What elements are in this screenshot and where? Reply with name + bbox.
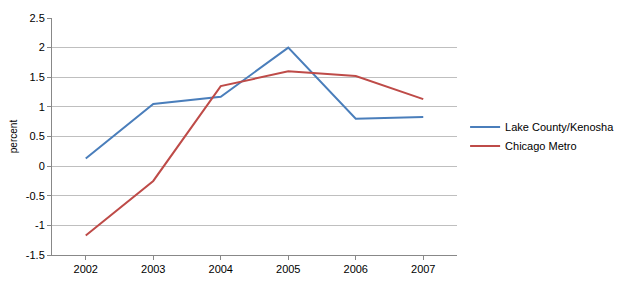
svg-text:percent: percent (8, 120, 19, 154)
svg-text:2003: 2003 (141, 263, 165, 275)
svg-text:0: 0 (39, 160, 45, 172)
svg-text:-1.5: -1.5 (26, 249, 45, 261)
svg-text:-0.5: -0.5 (26, 190, 45, 202)
svg-text:2: 2 (39, 41, 45, 53)
svg-text:1.5: 1.5 (30, 71, 45, 83)
svg-text:2002: 2002 (74, 263, 98, 275)
svg-text:2004: 2004 (209, 263, 233, 275)
svg-text:2007: 2007 (411, 263, 435, 275)
svg-text:1: 1 (39, 101, 45, 113)
svg-text:-1: -1 (35, 219, 45, 231)
svg-text:2005: 2005 (276, 263, 300, 275)
svg-text:2006: 2006 (344, 263, 368, 275)
svg-text:Lake County/Kenosha: Lake County/Kenosha (505, 121, 614, 133)
svg-text:0.5: 0.5 (30, 130, 45, 142)
svg-text:2.5: 2.5 (30, 12, 45, 24)
svg-text:Chicago Metro: Chicago Metro (505, 140, 577, 152)
